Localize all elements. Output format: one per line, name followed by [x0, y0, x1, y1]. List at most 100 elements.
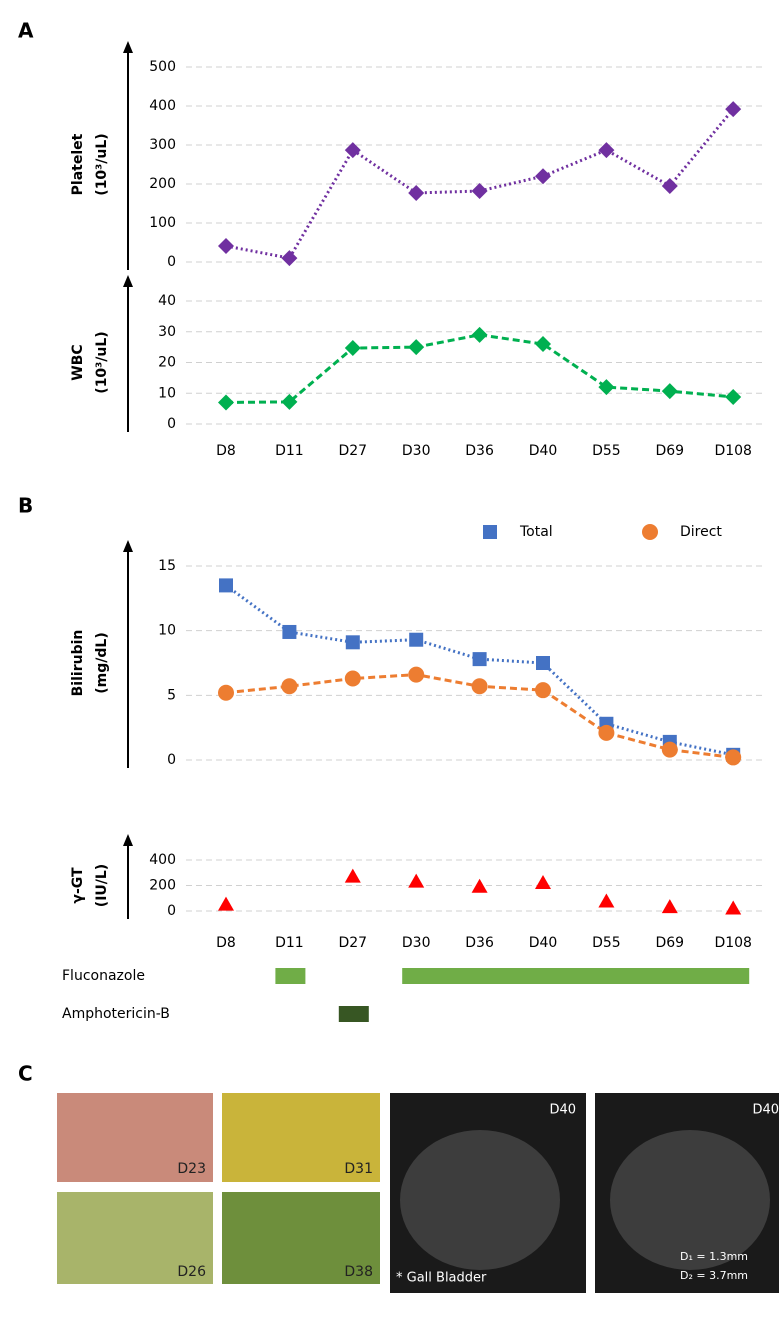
panel-label: B — [18, 494, 33, 518]
marker — [535, 168, 551, 185]
series-line — [225, 333, 734, 404]
x-tick-label: D108 — [714, 443, 752, 459]
y-axis-label: (mg/dL) — [94, 632, 110, 693]
y-axis-label: (10³/uL) — [94, 331, 110, 393]
y-tick-label: 15 — [158, 558, 176, 574]
axis-arrow — [123, 41, 133, 53]
x-tick-label: D27 — [338, 935, 367, 951]
treatment-bar — [402, 968, 750, 984]
marker — [725, 749, 742, 766]
marker — [661, 177, 678, 194]
photo — [57, 1093, 213, 1182]
legend-marker — [483, 525, 497, 539]
x-tick-label: D36 — [465, 443, 494, 459]
marker — [344, 142, 361, 159]
treatment-bar — [338, 1006, 369, 1022]
treatment-bar — [275, 968, 306, 984]
panel-label: A — [18, 19, 34, 43]
photo — [222, 1192, 380, 1284]
x-tick-label: D55 — [592, 443, 621, 459]
x-tick-label: D30 — [402, 935, 431, 951]
marker — [535, 874, 551, 889]
x-tick-label: D69 — [655, 935, 684, 951]
marker — [408, 184, 425, 201]
marker — [344, 868, 361, 883]
y-tick-label: 100 — [149, 215, 176, 231]
y-tick-label: 200 — [149, 878, 176, 894]
marker — [344, 670, 361, 687]
marker — [218, 896, 234, 911]
x-tick-label: D36 — [465, 935, 494, 951]
ultrasound-field — [610, 1130, 770, 1270]
marker — [661, 741, 678, 758]
axis-arrow — [123, 834, 133, 846]
marker — [471, 183, 488, 200]
y-axis-label: (10³/uL) — [94, 133, 110, 195]
y-axis-label: Bilirubin — [70, 630, 86, 697]
y-tick-label: 0 — [167, 752, 176, 768]
y-axis-label: γ-GT — [70, 867, 86, 904]
x-tick-label: D30 — [402, 443, 431, 459]
x-tick-label: D11 — [275, 935, 304, 951]
x-tick-label: D69 — [655, 443, 684, 459]
legend-label: Total — [519, 524, 553, 540]
axis-arrow — [123, 275, 133, 287]
y-tick-label: 0 — [167, 254, 176, 270]
marker — [535, 682, 551, 699]
panel-label: C — [18, 1062, 33, 1086]
image-label: D23 — [177, 1161, 206, 1177]
image-note: D₁ = 1.3mm — [680, 1250, 748, 1263]
marker — [408, 873, 425, 888]
x-tick-label: D108 — [714, 935, 752, 951]
y-tick-label: 20 — [158, 355, 176, 371]
marker — [408, 666, 425, 683]
y-tick-label: 5 — [167, 687, 176, 703]
marker — [471, 678, 488, 695]
x-tick-label: D8 — [216, 443, 236, 459]
series-line — [225, 584, 734, 757]
y-tick-label: 500 — [149, 59, 176, 75]
marker — [472, 652, 487, 667]
y-axis-label: Platelet — [70, 133, 86, 195]
image-label: D40 — [752, 1103, 779, 1118]
marker — [661, 899, 678, 914]
marker — [218, 394, 234, 411]
x-tick-label: D55 — [592, 935, 621, 951]
photo — [222, 1093, 380, 1182]
x-tick-label: D11 — [275, 443, 304, 459]
marker — [345, 635, 360, 650]
x-tick-label: D40 — [529, 443, 558, 459]
y-tick-label: 400 — [149, 98, 176, 114]
y-tick-label: 30 — [158, 324, 176, 340]
y-tick-label: 10 — [158, 385, 176, 401]
marker — [344, 340, 361, 357]
image-label: D40 — [549, 1103, 576, 1118]
marker — [218, 684, 234, 701]
marker — [598, 142, 615, 159]
y-tick-label: 300 — [149, 137, 176, 153]
marker — [219, 578, 233, 593]
image-label: D26 — [177, 1264, 206, 1280]
treatment-label: Amphotericin-B — [62, 1006, 170, 1022]
legend-marker — [642, 524, 658, 540]
x-tick-label: D27 — [338, 443, 367, 459]
marker — [471, 326, 488, 343]
marker — [725, 388, 742, 405]
axis-arrow — [123, 540, 133, 552]
image-label: D31 — [344, 1161, 373, 1177]
marker — [281, 250, 298, 267]
marker — [409, 632, 424, 647]
marker — [598, 724, 615, 741]
y-tick-label: 0 — [167, 416, 176, 432]
image-note: * Gall Bladder — [396, 1271, 487, 1286]
marker — [218, 238, 234, 255]
x-tick-label: D8 — [216, 935, 236, 951]
y-axis-label: (IU/L) — [94, 864, 110, 907]
marker — [536, 656, 550, 670]
marker — [725, 101, 742, 118]
series-line — [225, 108, 735, 260]
marker — [535, 336, 551, 353]
y-tick-label: 400 — [149, 852, 176, 868]
y-axis-label: WBC — [70, 344, 86, 380]
